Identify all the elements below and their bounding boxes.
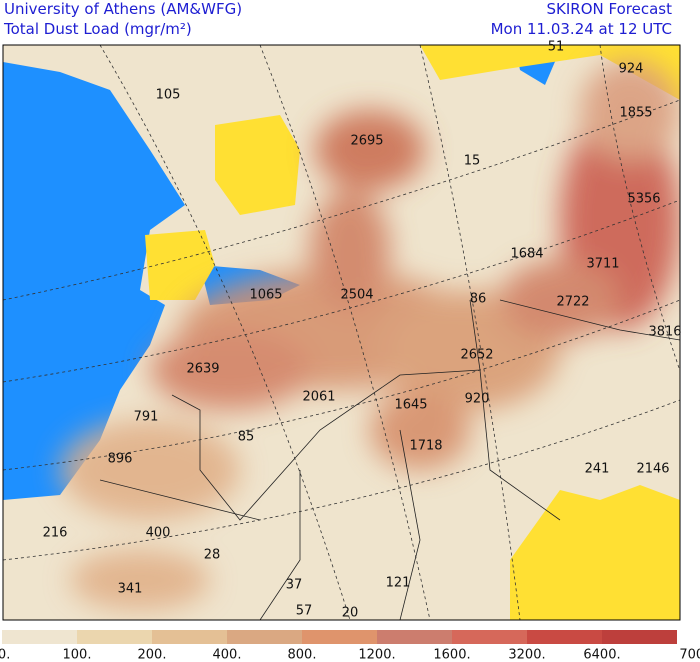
map-label: 57	[296, 604, 313, 619]
map-label: 241	[585, 462, 610, 477]
ocean	[3, 62, 185, 500]
low-dust-area	[145, 230, 215, 300]
map-label: 920	[465, 392, 490, 407]
map-label: 2722	[556, 295, 589, 310]
map-label: 3711	[586, 257, 619, 272]
colorbar-segment	[77, 630, 152, 644]
map-label: 2504	[340, 288, 373, 303]
map-label: 3816	[648, 325, 681, 340]
colorbar-segment	[227, 630, 302, 644]
graticule	[3, 45, 680, 620]
colorbar-label: 100.	[63, 648, 92, 662]
map-label: 51	[548, 40, 565, 55]
map-label: 37	[286, 578, 303, 593]
map-label: 85	[238, 430, 255, 445]
map-label: 5356	[627, 192, 660, 207]
colorbar-label: 400.	[213, 648, 242, 662]
map-label: 2695	[350, 134, 383, 149]
colorbar-label: 3200.	[508, 648, 545, 662]
map-label: 28	[204, 548, 221, 563]
map-label: 105	[156, 88, 181, 103]
colorbar-segment	[152, 630, 227, 644]
field-name: Total Dust Load (mgr/m²)	[4, 20, 192, 38]
dust-plume	[60, 60, 680, 610]
map-label: 2061	[302, 390, 335, 405]
colorbar-segment	[2, 630, 77, 644]
colorbar: 10. 100. 200. 400. 800. 1200. 1600. 3200. 6400. 7…	[0, 630, 700, 662]
map-label: 121	[386, 576, 411, 591]
map-label: 15	[464, 154, 481, 169]
colorbar-label: 1200.	[358, 648, 395, 662]
colorbar-segment	[377, 630, 452, 644]
map-label: 791	[134, 410, 159, 425]
map-label: 1718	[409, 439, 442, 454]
map-label: 341	[118, 582, 143, 597]
map-label: 1684	[510, 247, 543, 262]
map-label: 86	[470, 292, 487, 307]
colorbar-label: 7000.	[679, 648, 700, 662]
colorbar-label: 200.	[138, 648, 167, 662]
map-label: 400	[146, 526, 171, 541]
map-label: 20	[342, 606, 359, 621]
colorbar-segment	[602, 630, 677, 644]
low-dust-area	[215, 115, 300, 215]
colorbar-label: 800.	[288, 648, 317, 662]
colorbar-segment	[527, 630, 602, 644]
map-label: 216	[43, 526, 68, 541]
product: SKIRON Forecast	[546, 0, 672, 18]
map-label: 924	[619, 62, 644, 77]
colorbar-segment	[302, 630, 377, 644]
map-frame	[2, 44, 681, 621]
colorbar-segment	[452, 630, 527, 644]
map-label: 2639	[186, 362, 219, 377]
map-label: 2652	[460, 348, 493, 363]
borders	[99, 299, 680, 620]
map-area	[3, 45, 680, 620]
map-label: 1065	[249, 288, 282, 303]
institution: University of Athens (AM&WFG)	[4, 0, 243, 18]
map-label: 1645	[394, 398, 427, 413]
valid-time: Mon 11.03.24 at 12 UTC	[490, 20, 672, 38]
low-dust-area	[510, 485, 680, 620]
colorbar-label: 10.	[0, 648, 10, 662]
map-label: 896	[108, 452, 133, 467]
colorbar-label: 6400.	[583, 648, 620, 662]
map-labels: 51 105 2695 924 1855 15 5356 1684 3711 1…	[43, 40, 682, 621]
low-dust-area	[420, 45, 680, 100]
colorbar-label: 1600.	[433, 648, 470, 662]
map-label: 2146	[636, 462, 669, 477]
map-label: 1855	[619, 106, 652, 121]
